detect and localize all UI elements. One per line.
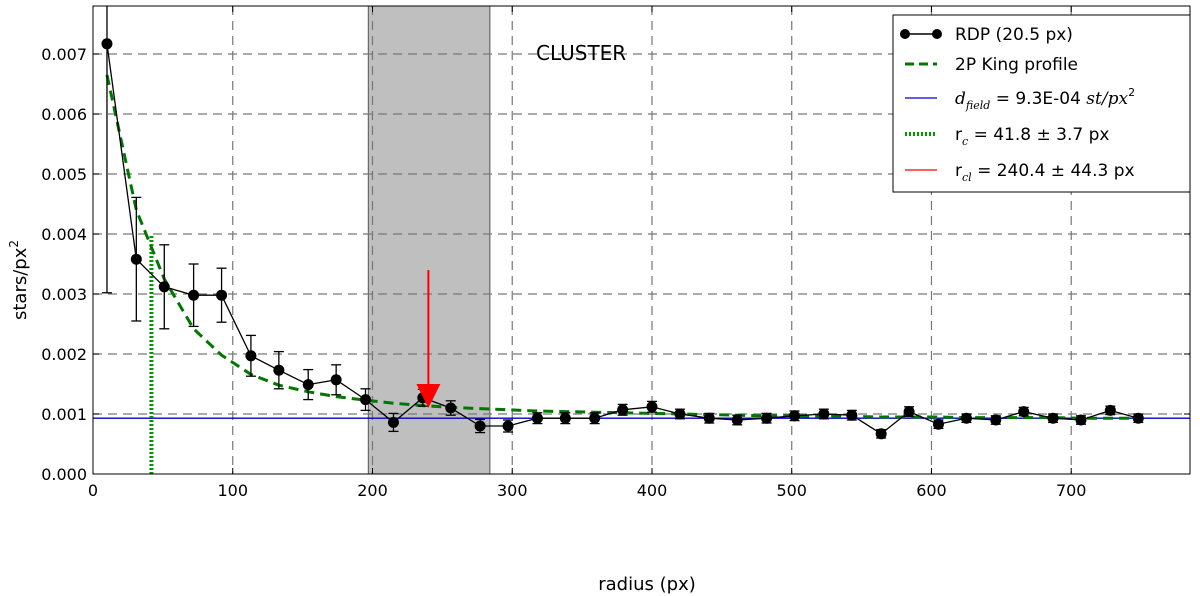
rdp-point-26 — [846, 409, 858, 421]
rdp-point-27 — [875, 428, 887, 440]
rdp-point-7 — [302, 379, 314, 391]
rdp-point-2 — [158, 281, 170, 293]
rdp-point-13 — [474, 420, 486, 432]
y-tick-label-5: 0.005 — [41, 165, 87, 184]
rdp-point-31 — [990, 414, 1002, 426]
legend-rt-r: r — [955, 161, 962, 181]
y-tick-label-7: 0.007 — [41, 45, 87, 64]
legend-rt-sub: cl — [962, 171, 972, 184]
y-tick-label-0: 0.000 — [41, 465, 87, 484]
cluster-annotation: CLUSTER — [536, 41, 626, 65]
legend-field-label: dfield = 9.3E-04 st/px2 — [955, 86, 1135, 112]
rdp-point-33 — [1047, 412, 1059, 424]
rdp-point-8 — [330, 374, 342, 386]
rdp-point-9 — [360, 394, 372, 406]
legend-rdp-label: RDP (20.5 px) — [955, 25, 1073, 45]
rdp-point-34 — [1075, 414, 1087, 426]
legend-field-unit: st/px — [1086, 89, 1128, 109]
y-tick-label-2: 0.002 — [41, 345, 87, 364]
rdp-point-21 — [703, 412, 715, 424]
y-tick-label-4: 0.004 — [41, 225, 87, 244]
cluster-radius-arrow-head — [416, 384, 441, 408]
y-axis-label: stars/px2 — [7, 240, 31, 320]
legend-field-d: d — [955, 89, 966, 109]
rdp-point-32 — [1018, 406, 1030, 418]
svg-text:stars/px2: stars/px2 — [7, 240, 31, 320]
grid-lines — [93, 6, 1190, 474]
x-tick-label-400: 400 — [637, 481, 668, 500]
rdp-point-14 — [502, 420, 514, 432]
rdp-point-20 — [674, 408, 686, 420]
legend-field-eq: = 9.3E-04 — [990, 89, 1086, 109]
y-tick-label-1: 0.001 — [41, 405, 87, 424]
x-tick-label-200: 200 — [357, 481, 388, 500]
legend-rc-r: r — [955, 125, 962, 145]
x-axis-label: radius (px) — [598, 574, 696, 595]
legend-rt-label: rcl = 240.4 ± 44.3 px — [955, 161, 1135, 184]
y-axis-label-sup: 2 — [7, 240, 21, 248]
legend-field-sub: field — [965, 99, 990, 112]
rdp-point-25 — [818, 408, 830, 420]
x-tick-label-500: 500 — [776, 481, 807, 500]
rdp-point-16 — [559, 412, 571, 424]
x-tick-label-0: 0 — [88, 481, 98, 500]
legend-king-label: 2P King profile — [955, 55, 1078, 75]
rdp-point-24 — [789, 410, 801, 422]
legend-rt-eq: = 240.4 ± 44.3 px — [972, 161, 1135, 181]
rdp-point-17 — [589, 412, 601, 424]
rdp-point-4 — [216, 289, 228, 301]
legend-box — [892, 14, 1191, 193]
legend-rdp-marker-left — [900, 29, 910, 39]
y-tick-label-6: 0.006 — [41, 105, 87, 124]
axis-ticks: 0 100 200 300 400 500 600 700 0.000 0.001 0.002 0.0… — [41, 6, 1190, 500]
rdp-point-6 — [273, 364, 285, 376]
series-layer — [93, 6, 1190, 474]
y-axis-label-main: stars/px — [10, 247, 31, 320]
legend-rc-label: rc = 41.8 ± 3.7 px — [955, 125, 1109, 148]
plot-frame — [92, 5, 1191, 475]
rdp-point-35 — [1104, 404, 1116, 416]
rdp-point-10 — [387, 416, 399, 428]
legend-field-sup: 2 — [1128, 86, 1135, 99]
rdp-point-15 — [531, 412, 543, 424]
rdp-point-12 — [445, 402, 457, 414]
legend: RDP (20.5 px) 2P King profile dfield = 9… — [892, 14, 1191, 193]
legend-rc-sub: c — [962, 135, 968, 148]
rdp-point-28 — [903, 406, 915, 418]
rdp-point-23 — [761, 412, 773, 424]
rdp-point-0 — [101, 38, 113, 50]
x-tick-label-300: 300 — [497, 481, 528, 500]
rdp-point-36 — [1132, 412, 1144, 424]
rdp-point-19 — [646, 401, 658, 413]
x-tick-label-600: 600 — [916, 481, 947, 500]
rdp-point-1 — [130, 253, 142, 265]
rdp-point-3 — [188, 289, 200, 301]
x-tick-label-700: 700 — [1056, 481, 1087, 500]
legend-rdp-marker-right — [932, 29, 942, 39]
rdp-point-30 — [960, 412, 972, 424]
legend-rc-eq: = 41.8 ± 3.7 px — [968, 125, 1109, 145]
y-tick-label-3: 0.003 — [41, 285, 87, 304]
rdp-point-18 — [617, 404, 629, 416]
rdp-point-29 — [932, 418, 944, 430]
x-tick-label-100: 100 — [217, 481, 248, 500]
rdp-point-5 — [245, 350, 257, 362]
rdp-point-22 — [731, 414, 743, 426]
